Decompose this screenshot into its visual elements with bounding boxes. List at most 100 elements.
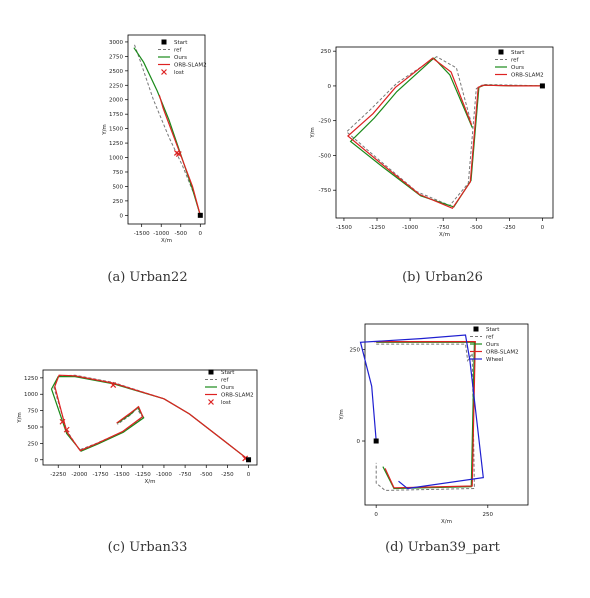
legend-label-orb: ORB-SLAM2 xyxy=(486,350,519,356)
x-tick-label: -1500 xyxy=(336,225,352,231)
chart-urban22: -1500 -1000 -500 0 0 250 500 750 1000 1250 1500 175… xyxy=(102,34,207,244)
legend-label-ref: ref xyxy=(486,335,495,341)
series-line-ours xyxy=(50,376,249,461)
y-tick-label: 250 xyxy=(350,348,361,354)
start-marker xyxy=(197,212,203,218)
series-line-ours xyxy=(376,341,476,490)
x-tick-label: -1500 xyxy=(134,231,150,237)
legend-marker-start xyxy=(473,326,479,332)
x-tick-label: -250 xyxy=(221,472,234,478)
y-tick-label: 2750 xyxy=(109,54,123,60)
start-marker xyxy=(539,83,545,89)
x-tick-label: 0 xyxy=(247,472,251,478)
y-tick-label: 3000 xyxy=(109,40,123,46)
x-tick-label: -1000 xyxy=(153,231,169,237)
y-tick-label: 500 xyxy=(113,184,124,190)
series-line-ref xyxy=(53,374,249,461)
series-line-orb xyxy=(54,374,249,461)
x-tick-label: -1000 xyxy=(402,225,418,231)
chart-urban26: -1500 -1250 -1000 -750 -500 -250 0 250 0 -250 -500… xyxy=(310,46,554,238)
caption-urban22: (a) Urban22 xyxy=(107,270,188,285)
series-line-orb xyxy=(373,341,476,489)
legend-label-ours: Ours xyxy=(221,385,234,391)
y-tick-label: 250 xyxy=(28,441,39,447)
chart-urban33: -2250 -2000 -1750 -1500 -1250 -1000 -750 -500 -2… xyxy=(17,369,258,485)
x-tick-label: 0 xyxy=(199,231,203,237)
y-tick-label: 1750 xyxy=(109,112,123,118)
axes-frame xyxy=(127,34,206,225)
chart-panel-urban33: -2250 -2000 -1750 -1500 -1250 -1000 -750 -500 -2… xyxy=(0,300,295,598)
caption-urban26: (b) Urban26 xyxy=(402,270,483,285)
legend-label-ours: Ours xyxy=(511,65,524,71)
legend-label-start: Start xyxy=(221,370,235,376)
lost-marker xyxy=(110,382,117,388)
x-axis-label: X/m xyxy=(439,232,450,238)
x-tick-label: 0 xyxy=(374,512,378,518)
x-tick-label: -500 xyxy=(200,472,213,478)
x-axis-label: X/m xyxy=(161,238,172,244)
series-line-ref xyxy=(375,343,475,491)
legend-label-ref: ref xyxy=(511,58,520,64)
y-tick-label: 750 xyxy=(113,170,124,176)
lost-marker xyxy=(175,151,182,157)
x-tick-label: -1000 xyxy=(156,472,172,478)
y-tick-label: 1250 xyxy=(24,376,38,382)
series-line-orb xyxy=(158,94,201,216)
start-marker xyxy=(373,438,379,444)
chart-panel-urban26: -1500 -1250 -1000 -750 -500 -250 0 250 0 -250 -500… xyxy=(295,0,590,300)
y-axis-label: Y/m xyxy=(339,409,345,421)
series-line-wheel xyxy=(359,334,484,490)
y-tick-label: -750 xyxy=(319,188,332,194)
legend-label-start: Start xyxy=(174,40,188,46)
y-tick-label: 0 xyxy=(35,458,39,464)
y-tick-label: 750 xyxy=(28,409,39,415)
y-tick-label: 2500 xyxy=(109,69,123,75)
legend-marker-start xyxy=(161,39,167,45)
y-tick-label: 1000 xyxy=(24,392,38,398)
x-tick-label: -500 xyxy=(175,231,188,237)
legend-label-orb: ORB-SLAM2 xyxy=(221,393,254,399)
legend-label-ours: Ours xyxy=(486,342,499,348)
y-tick-label: 2250 xyxy=(109,83,123,89)
x-tick-label: 0 xyxy=(541,225,545,231)
legend-marker-lost xyxy=(208,399,214,405)
x-tick-label: 250 xyxy=(483,512,494,518)
legend-label-start: Start xyxy=(486,327,500,333)
legend-marker-lost xyxy=(161,69,167,75)
x-tick-label: -1500 xyxy=(114,472,130,478)
x-tick-label: -250 xyxy=(503,225,516,231)
legend-label-ours: Ours xyxy=(174,55,187,61)
legend-label-lost: lost xyxy=(221,400,232,406)
y-axis-label: Y/m xyxy=(310,127,316,139)
legend-label-orb: ORB-SLAM2 xyxy=(511,73,544,79)
legend-label-orb: ORB-SLAM2 xyxy=(174,63,207,69)
y-tick-label: 0 xyxy=(357,439,361,445)
y-tick-label: -500 xyxy=(319,153,332,159)
legend-label-lost: lost xyxy=(174,70,185,76)
x-tick-label: -1750 xyxy=(93,472,109,478)
y-axis-label: Y/m xyxy=(17,412,23,424)
y-tick-label: 1500 xyxy=(109,127,123,133)
y-tick-label: 0 xyxy=(120,213,124,219)
legend-label-wheel: Wheel xyxy=(486,357,504,363)
legend-label-start: Start xyxy=(511,50,525,56)
legend-label-ref: ref xyxy=(221,378,230,384)
x-tick-label: -2000 xyxy=(71,472,87,478)
chart-panel-urban39: 0 250 250 0 X/m Y/m Start ref Ours ORB-SLAM2 Wheel… xyxy=(295,300,590,598)
axes-frame xyxy=(335,46,554,219)
x-tick-label: -2250 xyxy=(50,472,66,478)
y-tick-label: 250 xyxy=(113,199,124,205)
legend-marker-start xyxy=(498,49,504,55)
chart-panel-urban22: -1500 -1000 -500 0 0 250 500 750 1000 1250 1500 175… xyxy=(0,0,295,300)
y-tick-label: 1250 xyxy=(109,141,123,147)
legend-marker-start xyxy=(208,369,214,375)
series-line-ours xyxy=(133,47,201,216)
y-axis-label: Y/m xyxy=(102,124,108,136)
axes-frame xyxy=(364,323,529,506)
lost-marker xyxy=(59,418,66,425)
y-tick-label: 500 xyxy=(28,425,39,431)
legend-label-ref: ref xyxy=(174,48,183,54)
lost-marker xyxy=(63,426,70,433)
y-tick-label: 0 xyxy=(328,84,332,90)
